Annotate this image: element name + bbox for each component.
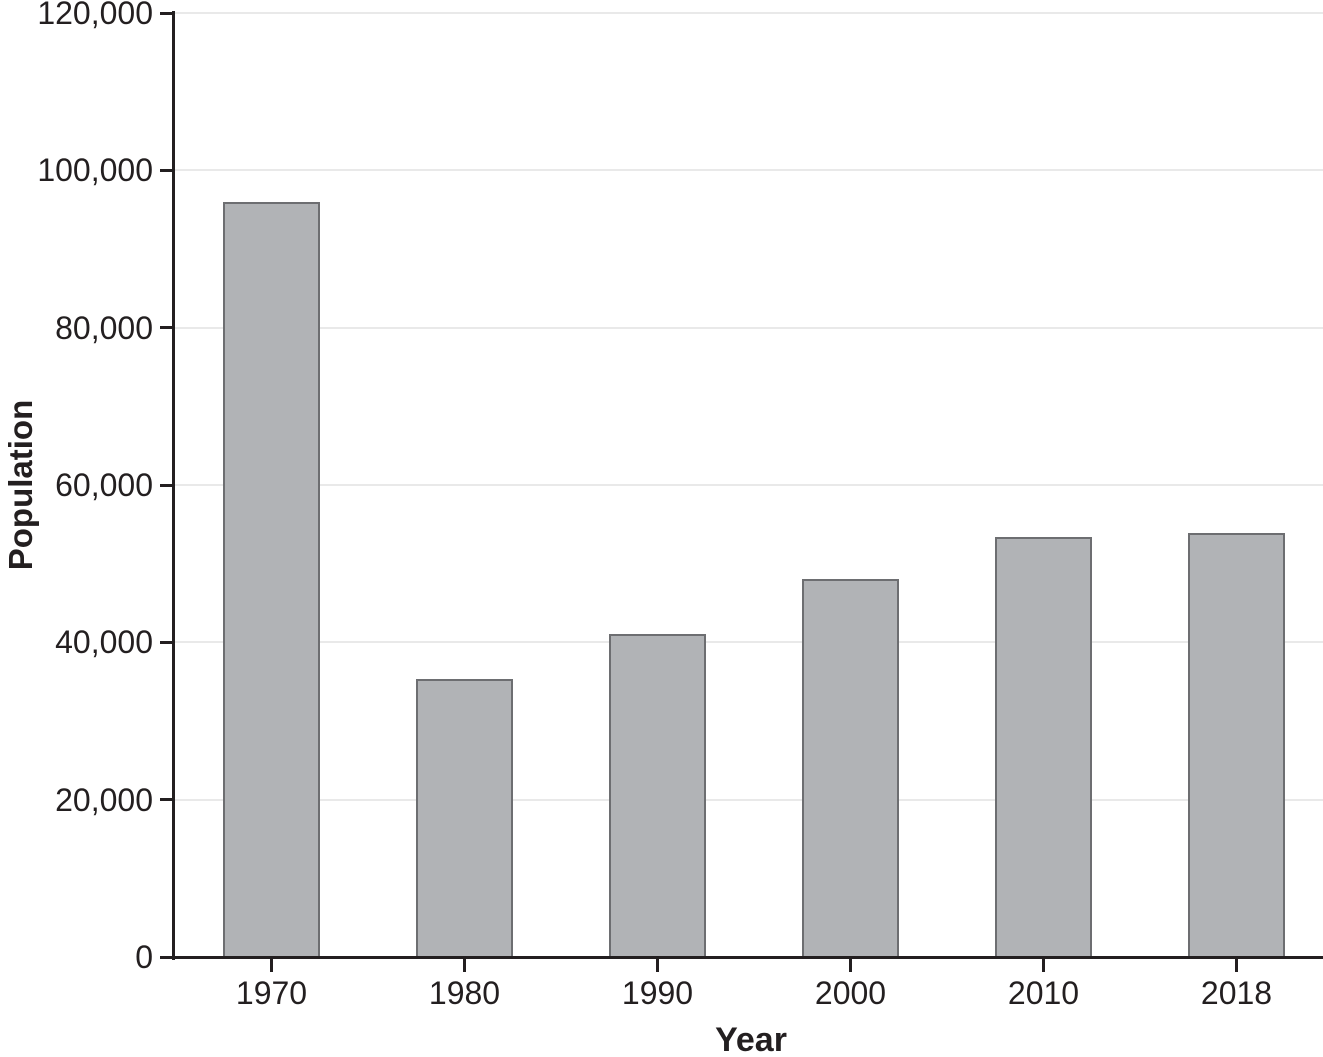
x-tick-label: 2000 [814,975,887,1011]
y-tick [160,798,175,802]
gridline [175,12,1323,14]
x-tick [1042,958,1045,972]
gridline [175,641,1323,644]
bar-1990 [609,634,706,957]
y-tick [160,11,175,15]
bar-2018 [1188,532,1285,957]
x-axis-title: Year [715,1021,787,1057]
x-tick [1235,958,1238,972]
y-tick-label: 20,000 [55,781,153,818]
y-axis-line [172,11,175,960]
x-tick [270,958,273,972]
y-tick [160,955,175,959]
gridline [175,484,1323,486]
x-tick [463,958,466,972]
x-tick-label: 2018 [1200,975,1273,1011]
x-axis-line [172,956,1323,959]
x-tick-label: 1990 [621,975,694,1011]
gridline [175,326,1323,329]
y-tick-label: 100,000 [37,152,153,189]
bar-2000 [802,579,899,957]
y-tick-label: 60,000 [55,467,153,503]
y-tick-label: 0 [135,939,153,975]
x-tick-label: 2010 [1007,975,1080,1011]
y-tick-label: 120,000 [37,0,153,31]
gridline [175,169,1323,172]
y-tick [160,168,175,172]
x-tick [849,958,852,972]
bar-1980 [416,679,513,957]
x-tick-label: 1970 [235,975,308,1011]
x-tick [656,958,659,972]
bar-1970 [223,201,320,957]
y-tick [160,326,175,330]
gridline [175,798,1323,801]
y-tick [160,483,175,487]
y-tick-label: 40,000 [55,624,153,661]
y-tick [160,640,175,644]
x-tick-label: 1980 [428,975,501,1011]
y-tick-label: 80,000 [55,309,153,346]
bar-2010 [995,536,1092,957]
